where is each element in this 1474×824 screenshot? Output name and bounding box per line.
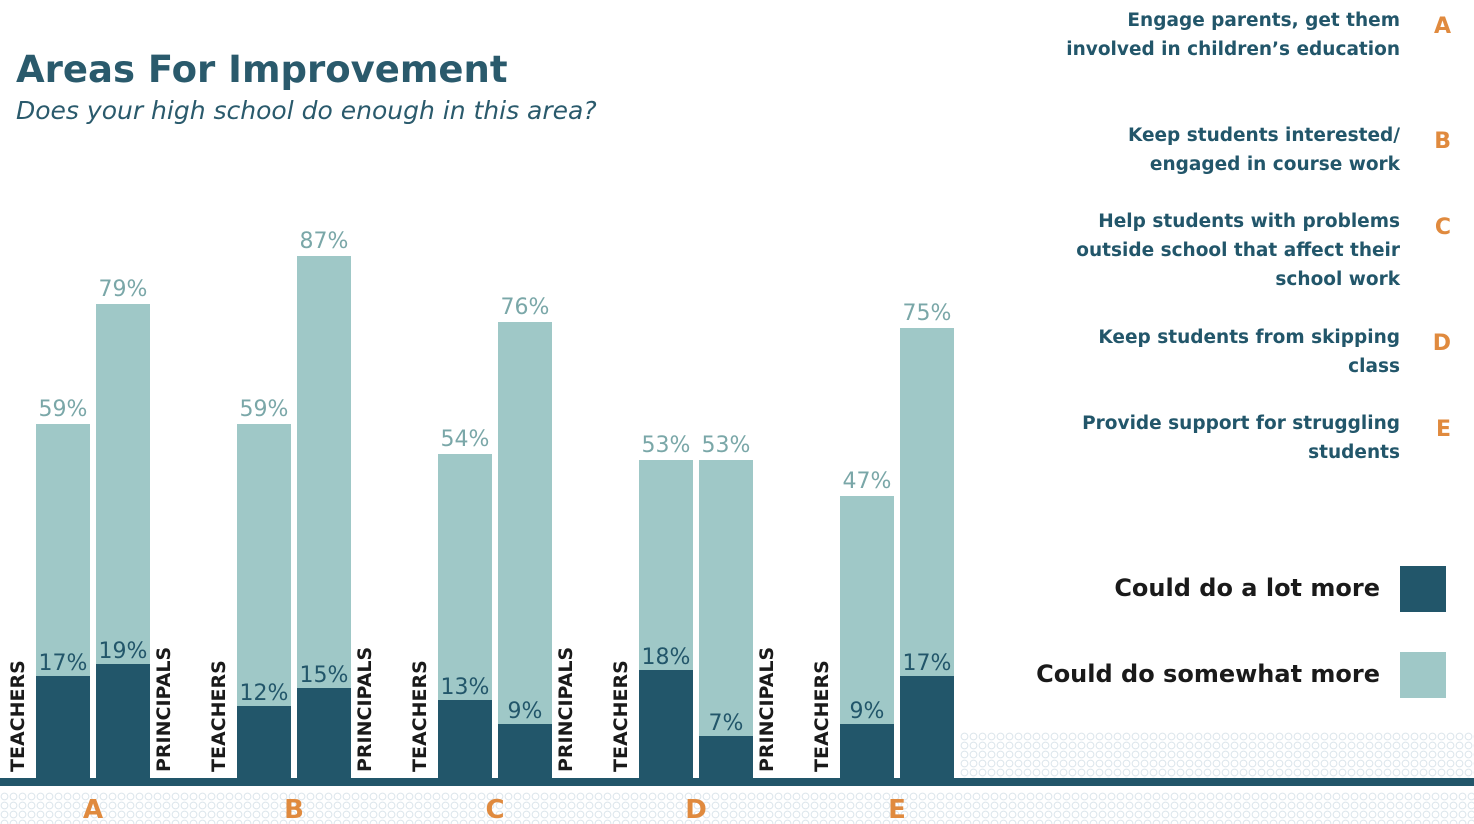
respondent-label-teachers: TEACHERS xyxy=(811,660,833,772)
data-label-lot-more: 17% xyxy=(39,651,88,676)
bar-lot-more xyxy=(639,670,693,778)
category-key-d-letter: D xyxy=(1432,331,1451,356)
bar-lot-more xyxy=(498,724,552,778)
data-label-lot-more: 7% xyxy=(709,711,744,736)
chart-title: Areas For Improvement xyxy=(16,48,508,91)
data-label-lot-more: 9% xyxy=(850,699,885,724)
category-tick-label: B xyxy=(284,795,304,824)
respondent-label-teachers: TEACHERS xyxy=(7,660,29,772)
dot-pattern-bottom xyxy=(0,792,1474,824)
data-label-somewhat-more: 47% xyxy=(843,469,892,494)
bar-lot-more xyxy=(900,676,954,778)
data-label-somewhat-more: 75% xyxy=(903,301,952,326)
bar-lot-more xyxy=(237,706,291,778)
chart-baseline xyxy=(0,778,1474,786)
category-tick-label: C xyxy=(485,795,504,824)
data-label-lot-more: 12% xyxy=(240,681,289,706)
category-key-a-letter: A xyxy=(1433,14,1451,39)
dot-pattern-right xyxy=(960,732,1474,778)
data-label-lot-more: 18% xyxy=(642,645,691,670)
category-tick-label: A xyxy=(83,795,103,824)
respondent-label-principals: PRINCIPALS xyxy=(756,647,778,772)
category-key-a-text: Engage parents, get them involved in chi… xyxy=(1066,10,1400,60)
category-key-b-letter: B xyxy=(1434,129,1451,154)
data-label-somewhat-more: 76% xyxy=(501,295,550,320)
respondent-label-principals: PRINCIPALS xyxy=(957,647,960,772)
bar-chart: 59% 17% 79% 19% TEACHERS PRINCIPALS A 59% 12% 87%… xyxy=(7,229,960,824)
category-key-e-text: Provide support for struggling students xyxy=(1082,413,1400,463)
respondent-label-teachers: TEACHERS xyxy=(610,660,632,772)
bar-lot-more xyxy=(96,664,150,778)
legend-swatch xyxy=(1400,652,1446,698)
data-label-somewhat-more: 53% xyxy=(702,433,751,458)
legend-label: Could do somewhat more xyxy=(1036,660,1380,688)
data-label-lot-more: 13% xyxy=(441,675,490,700)
data-label-somewhat-more: 59% xyxy=(39,397,88,422)
respondent-label-teachers: TEACHERS xyxy=(409,660,431,772)
bar-somewhat-more xyxy=(699,460,753,778)
respondent-label-principals: PRINCIPALS xyxy=(153,647,175,772)
data-label-lot-more: 15% xyxy=(300,663,349,688)
bar-lot-more xyxy=(36,676,90,778)
bar-somewhat-more xyxy=(498,322,552,778)
bar-lot-more xyxy=(840,724,894,778)
data-label-somewhat-more: 53% xyxy=(642,433,691,458)
respondent-label-principals: PRINCIPALS xyxy=(555,647,577,772)
legend-item-somewhat-more: Could do somewhat more xyxy=(960,652,1460,698)
bar-lot-more xyxy=(297,688,351,778)
category-key-b-text: Keep students interested/ engaged in cou… xyxy=(1127,125,1400,175)
category-tick-label: D xyxy=(685,795,707,824)
data-label-somewhat-more: 87% xyxy=(300,229,349,254)
legend-swatch xyxy=(1400,566,1446,612)
respondent-label-teachers: TEACHERS xyxy=(208,660,230,772)
category-key-e-letter: E xyxy=(1435,417,1451,442)
category-key-c-letter: C xyxy=(1434,215,1451,240)
bar-lot-more xyxy=(438,700,492,778)
respondent-label-principals: PRINCIPALS xyxy=(354,647,376,772)
category-tick-label: E xyxy=(888,795,906,824)
chart-subtitle: Does your high school do enough in this … xyxy=(16,96,597,125)
category-key-d-text: Keep students from skipping class xyxy=(1098,327,1400,377)
data-label-somewhat-more: 79% xyxy=(99,277,148,302)
category-key-c-text: Help students with problems outside scho… xyxy=(1076,211,1400,290)
data-label-lot-more: 9% xyxy=(508,699,543,724)
legend-label: Could do a lot more xyxy=(1114,574,1380,602)
data-label-somewhat-more: 59% xyxy=(240,397,289,422)
bar-lot-more xyxy=(699,736,753,778)
data-label-somewhat-more: 54% xyxy=(441,427,490,452)
data-label-lot-more: 19% xyxy=(99,639,148,664)
legend-item-lot-more: Could do a lot more xyxy=(960,566,1460,612)
data-label-lot-more: 17% xyxy=(903,651,952,676)
